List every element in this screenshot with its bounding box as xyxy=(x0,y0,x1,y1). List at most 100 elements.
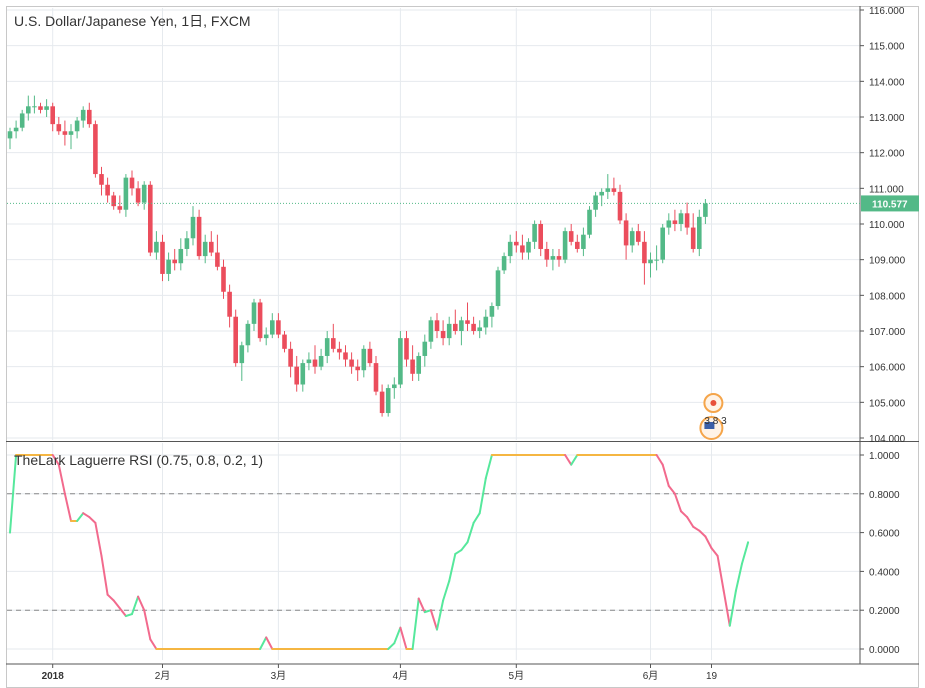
candle-body xyxy=(459,320,464,331)
candle-body xyxy=(599,191,604,196)
candle-body xyxy=(471,323,476,331)
rsi-line-segment xyxy=(728,589,737,627)
candle-body xyxy=(410,359,415,374)
time-tick-label: 3月 xyxy=(271,670,287,682)
candle-body xyxy=(349,359,354,367)
rsi-line-segment xyxy=(741,541,750,565)
time-tick-label: 6月 xyxy=(643,670,659,682)
candle-body xyxy=(135,188,141,203)
rsi-tick-label: 1.0000 xyxy=(869,451,900,462)
candle-body xyxy=(239,345,245,364)
price-tick-label: 105.000 xyxy=(869,398,906,409)
candle-body xyxy=(288,348,293,367)
candle-body xyxy=(404,338,409,360)
candle-body xyxy=(703,203,708,217)
candle-body xyxy=(178,248,184,264)
candle-body xyxy=(343,352,348,360)
candle-body xyxy=(13,127,19,132)
rsi-line-segment xyxy=(76,512,85,522)
candle-body xyxy=(568,231,574,242)
candle-body xyxy=(385,388,391,414)
candle-body xyxy=(154,241,159,253)
candle-body xyxy=(428,320,434,342)
candle-body xyxy=(74,120,80,132)
candle-body xyxy=(477,327,482,331)
candle-body xyxy=(19,113,25,128)
candle-body xyxy=(684,213,690,228)
candle-body xyxy=(373,363,379,392)
candle-body xyxy=(501,256,507,271)
candle-body xyxy=(465,320,470,324)
price-tick-label: 116.000 xyxy=(869,6,905,17)
rsi-line-segment xyxy=(661,463,670,488)
candle-body xyxy=(202,241,208,257)
candle-body xyxy=(331,338,336,349)
candle-body xyxy=(129,177,135,189)
candle-body xyxy=(550,256,556,260)
price-tick-label: 108.000 xyxy=(869,291,906,302)
candle-body xyxy=(263,334,269,339)
price-tick-label: 112.000 xyxy=(869,149,905,160)
candle-body xyxy=(196,216,202,257)
rsi-line-segment xyxy=(393,626,402,645)
candle-body xyxy=(562,231,568,260)
candle-body xyxy=(93,124,98,175)
candle-body xyxy=(26,106,31,114)
candle-body xyxy=(489,306,495,317)
rsi-line-segment xyxy=(417,597,426,614)
rsi-line-segment xyxy=(82,512,91,519)
candle-body xyxy=(209,241,214,253)
candle-body xyxy=(587,209,592,235)
candle-body xyxy=(312,359,318,367)
candle-body xyxy=(117,206,123,210)
rsi-line-segment xyxy=(94,521,103,557)
candle-body xyxy=(416,355,421,374)
rsi-line-segment xyxy=(704,535,713,550)
candle-body xyxy=(434,320,440,331)
rsi-line-segment xyxy=(137,595,146,612)
candle-body xyxy=(282,334,287,349)
candle-body xyxy=(99,174,104,185)
candle-body xyxy=(697,216,702,249)
candle-body xyxy=(690,227,696,249)
rsi-line-segment xyxy=(680,510,689,519)
candle-body xyxy=(605,188,611,192)
rsi-line-segment xyxy=(118,607,127,618)
candle-body xyxy=(62,131,68,135)
rsi-tick-label: 0.2000 xyxy=(869,606,900,617)
candle-body xyxy=(294,366,299,385)
rsi-line-segment xyxy=(710,547,719,557)
rsi-line-segment xyxy=(698,529,707,538)
rsi-line-segment xyxy=(9,454,18,534)
candle-body xyxy=(38,106,43,110)
rsi-line-segment xyxy=(423,609,432,614)
candle-body xyxy=(629,231,635,246)
candle-body xyxy=(190,216,196,239)
rsi-line-segment xyxy=(411,597,420,650)
rsi-tick-label: 0.8000 xyxy=(869,490,900,501)
rsi-line-segment xyxy=(100,554,109,596)
candle-body xyxy=(166,259,171,274)
rsi-line-segment xyxy=(149,638,158,650)
last-price-label: 110.577 xyxy=(872,199,908,210)
candle-body xyxy=(80,109,86,121)
candle-body xyxy=(642,241,647,264)
candle-body xyxy=(593,195,598,210)
candle-body xyxy=(520,245,525,253)
price-tick-label: 115.000 xyxy=(869,42,905,53)
candle-body xyxy=(227,291,232,317)
candle-body xyxy=(105,184,110,196)
time-tick-label: 19 xyxy=(706,671,718,682)
time-tick-label: 2月 xyxy=(155,670,171,682)
rsi-line-segment xyxy=(265,636,274,650)
rsi-line-segment xyxy=(570,454,579,466)
candle-body xyxy=(257,302,263,339)
candle-body xyxy=(245,323,251,346)
rsi-line-segment xyxy=(686,516,695,528)
candle-body xyxy=(648,259,653,264)
candle-body xyxy=(483,316,489,328)
candle-body xyxy=(544,248,550,260)
candle-body xyxy=(318,355,324,367)
